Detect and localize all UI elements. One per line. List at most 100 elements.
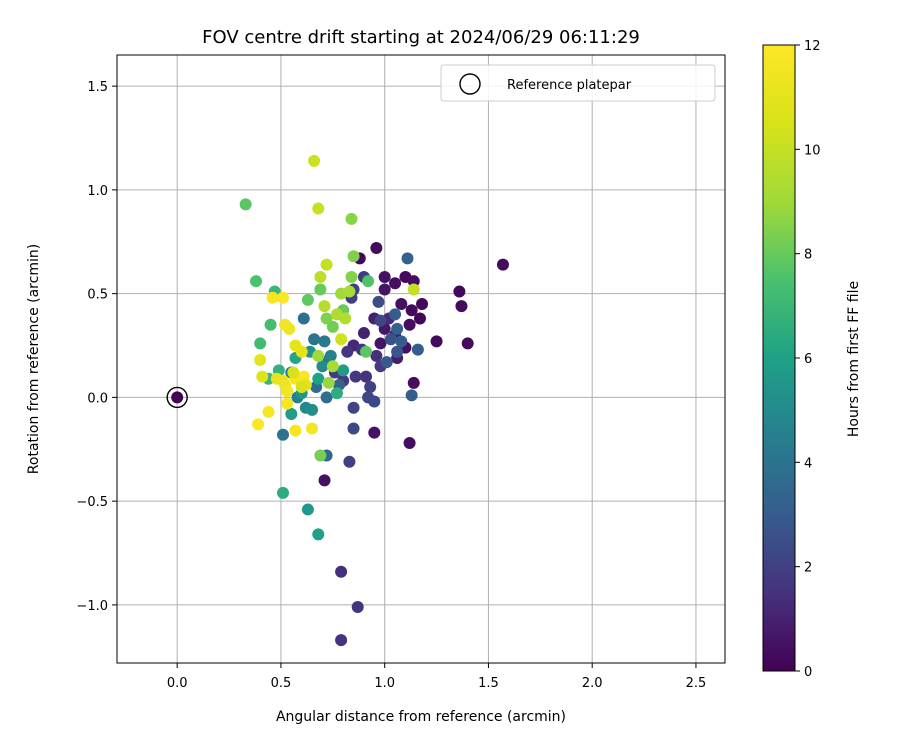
x-tick-label: 1.5 bbox=[478, 676, 499, 691]
data-point bbox=[343, 285, 356, 298]
colorbar-label: Hours from first FF file bbox=[846, 281, 862, 437]
data-point bbox=[372, 295, 385, 308]
data-point bbox=[281, 385, 294, 398]
data-point bbox=[461, 337, 474, 350]
data-point bbox=[395, 335, 408, 348]
colorbar-gradient bbox=[762, 44, 796, 672]
data-point bbox=[413, 312, 426, 325]
data-point bbox=[391, 322, 404, 335]
colorbar: 0 2 4 6 8 10 12 Hours from first FF file bbox=[762, 39, 862, 680]
data-point bbox=[326, 360, 339, 373]
data-point bbox=[252, 418, 265, 431]
data-point bbox=[403, 318, 416, 331]
data-point bbox=[320, 312, 333, 325]
grid-lines bbox=[117, 55, 725, 663]
data-point bbox=[411, 343, 424, 356]
data-point bbox=[416, 298, 429, 311]
data-point bbox=[306, 403, 319, 416]
data-point bbox=[285, 407, 298, 420]
colorbar-tick-label: 0 bbox=[804, 665, 812, 680]
plot-frame bbox=[116, 54, 726, 664]
data-point bbox=[270, 372, 283, 385]
data-point bbox=[407, 283, 420, 296]
data-point bbox=[403, 437, 416, 450]
data-points bbox=[239, 154, 509, 647]
data-point bbox=[318, 335, 331, 348]
data-point bbox=[266, 291, 279, 304]
data-point bbox=[320, 258, 333, 271]
data-point bbox=[289, 424, 302, 437]
reference-marker bbox=[166, 386, 188, 409]
data-point bbox=[320, 391, 333, 404]
y-tick-label: −1.0 bbox=[76, 599, 108, 614]
data-point bbox=[277, 486, 290, 499]
data-point bbox=[256, 370, 269, 383]
data-point bbox=[281, 397, 294, 410]
data-point bbox=[374, 314, 387, 327]
y-tick-label: 1.5 bbox=[87, 80, 108, 95]
data-point bbox=[364, 381, 377, 394]
data-point bbox=[262, 405, 275, 418]
data-point bbox=[289, 339, 302, 352]
data-point bbox=[453, 285, 466, 298]
data-point bbox=[347, 401, 360, 414]
data-point bbox=[308, 333, 321, 346]
data-point bbox=[301, 293, 314, 306]
data-point bbox=[335, 333, 348, 346]
data-point bbox=[295, 381, 308, 394]
data-point bbox=[347, 422, 360, 435]
data-point bbox=[405, 389, 418, 402]
data-point bbox=[287, 366, 300, 379]
data-point bbox=[370, 241, 383, 254]
colorbar-tick-label: 4 bbox=[804, 456, 812, 471]
data-point bbox=[335, 634, 348, 647]
data-point bbox=[250, 275, 263, 288]
data-point bbox=[318, 300, 331, 313]
data-point bbox=[254, 337, 267, 350]
data-point bbox=[314, 283, 327, 296]
data-point bbox=[264, 318, 277, 331]
legend-box bbox=[440, 64, 716, 102]
data-point bbox=[341, 345, 354, 358]
data-point bbox=[405, 304, 418, 317]
data-point bbox=[357, 327, 370, 340]
data-point bbox=[337, 364, 350, 377]
reference-ring bbox=[166, 386, 188, 409]
colorbar-ticks: 0 2 4 6 8 10 12 bbox=[795, 39, 821, 680]
data-point bbox=[389, 308, 402, 321]
data-point bbox=[314, 449, 327, 462]
x-tick-label: 1.0 bbox=[374, 676, 395, 691]
data-point bbox=[395, 298, 408, 311]
y-tick-label: 0.0 bbox=[87, 391, 108, 406]
data-point bbox=[389, 277, 402, 290]
data-point bbox=[347, 250, 360, 263]
colorbar-tick-label: 10 bbox=[804, 143, 821, 158]
y-tick-label: 1.0 bbox=[87, 184, 108, 199]
x-axis-ticks: 0.0 0.5 1.0 1.5 2.0 2.5 bbox=[167, 663, 706, 691]
colorbar-tick-label: 12 bbox=[804, 39, 821, 54]
data-point bbox=[297, 312, 310, 325]
x-axis-label: Angular distance from reference (arcmin) bbox=[276, 709, 566, 725]
data-point bbox=[391, 345, 404, 358]
data-point bbox=[324, 349, 337, 362]
x-tick-label: 2.5 bbox=[686, 676, 707, 691]
data-point bbox=[322, 376, 335, 389]
data-point bbox=[312, 372, 325, 385]
data-point bbox=[360, 370, 373, 383]
data-point bbox=[368, 426, 381, 439]
y-tick-label: 0.5 bbox=[87, 288, 108, 303]
data-point bbox=[384, 333, 397, 346]
data-point bbox=[345, 212, 358, 225]
data-point bbox=[455, 300, 468, 313]
data-point bbox=[360, 345, 373, 358]
data-point bbox=[314, 271, 327, 284]
legend-marker bbox=[459, 73, 481, 95]
data-point bbox=[301, 503, 314, 516]
data-point bbox=[370, 349, 383, 362]
data-point bbox=[378, 283, 391, 296]
data-point bbox=[401, 252, 414, 265]
data-point bbox=[496, 258, 509, 271]
y-axis-ticks: −1.0 −0.5 0.0 0.5 1.0 1.5 bbox=[76, 80, 117, 614]
data-point bbox=[330, 387, 343, 400]
